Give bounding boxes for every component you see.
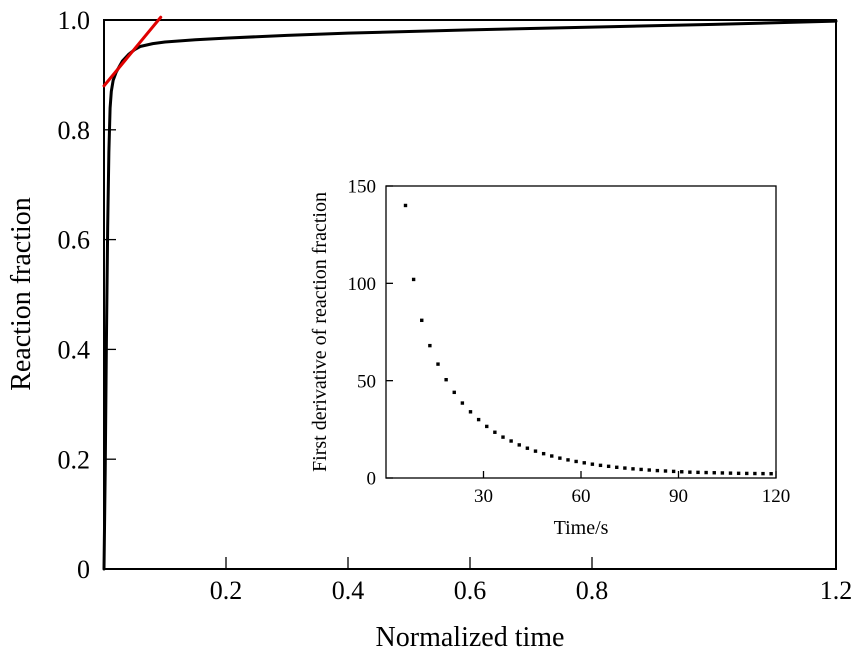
inset-data-point bbox=[728, 471, 733, 475]
main-y-tick-label: 0.8 bbox=[58, 116, 91, 145]
inset-data-point bbox=[493, 430, 497, 434]
inset-data-point bbox=[639, 467, 643, 472]
inset-y-tick-label: 150 bbox=[348, 177, 377, 198]
inset-plot-frame bbox=[385, 185, 777, 479]
inset-data-point bbox=[403, 203, 408, 208]
main-y-axis-title: Reaction fraction bbox=[6, 197, 37, 391]
inset-data-point bbox=[745, 471, 749, 476]
inset-data-point bbox=[509, 439, 513, 443]
inset-data-point bbox=[606, 464, 611, 469]
inset-data-point bbox=[631, 467, 635, 471]
main-x-tick-label: 1.2 bbox=[820, 576, 853, 605]
inset-data-point bbox=[444, 377, 448, 382]
inset-data-point bbox=[761, 471, 765, 476]
inset-data-point bbox=[720, 471, 725, 475]
inset-data-point bbox=[663, 469, 668, 473]
main-y-tick-label: 0.2 bbox=[58, 445, 91, 474]
inset-data-point bbox=[436, 362, 440, 366]
inset-data-point bbox=[533, 449, 538, 453]
inset-data-point bbox=[558, 456, 562, 460]
inset-data-point bbox=[476, 417, 481, 422]
inset-data-point bbox=[671, 469, 676, 474]
inset-data-point bbox=[753, 471, 757, 476]
main-y-tick-label: 1.0 bbox=[58, 6, 91, 35]
inset-data-point bbox=[411, 277, 416, 282]
inset-data-point bbox=[696, 470, 700, 475]
inset-y-tick-label: 100 bbox=[348, 274, 377, 295]
inset-data-point bbox=[582, 461, 586, 465]
main-y-tick-label: 0 bbox=[77, 555, 90, 584]
inset-data-point bbox=[550, 454, 554, 458]
inset-data-point bbox=[468, 410, 473, 414]
main-series-line bbox=[102, 19, 838, 571]
inset-data-point bbox=[525, 446, 530, 450]
inset-data-point bbox=[680, 470, 684, 474]
inset-data-point bbox=[769, 472, 773, 476]
main-x-tick-label: 0.4 bbox=[332, 576, 365, 605]
main-x-tick-label: 0.8 bbox=[576, 576, 609, 605]
inset-x-tick-label: 120 bbox=[762, 486, 791, 507]
main-y-tick-label: 0.4 bbox=[58, 336, 91, 365]
inset-data-point bbox=[485, 424, 489, 429]
main-y-tick-label: 0.6 bbox=[58, 226, 91, 255]
inset-data-point bbox=[428, 343, 432, 348]
inset-data-point bbox=[623, 466, 627, 470]
inset-y-axis-title: First derivative of reaction fraction bbox=[309, 192, 331, 472]
inset-data-point bbox=[704, 470, 708, 475]
inset-data-point bbox=[460, 401, 465, 405]
inset-x-tick-label: 60 bbox=[572, 486, 591, 507]
inset-data-point bbox=[452, 390, 456, 395]
inset-y-tick-label: 50 bbox=[357, 371, 376, 392]
inset-data-point bbox=[541, 451, 546, 456]
inset-data-point bbox=[420, 318, 424, 323]
inset-data-point bbox=[574, 459, 578, 464]
inset-data-point bbox=[688, 470, 692, 474]
inset-plot: 30 60 90 120 0 50 100 150 Time/s First derivative… bbox=[309, 177, 790, 539]
inset-data-point bbox=[712, 471, 716, 475]
main-x-tick-label: 0.2 bbox=[210, 576, 243, 605]
main-x-tick-label: 0.6 bbox=[454, 576, 487, 605]
tangent-line bbox=[102, 15, 163, 88]
inset-data-point bbox=[590, 462, 595, 466]
inset-x-axis-title: Time/s bbox=[554, 517, 609, 539]
inset-data-point bbox=[647, 468, 651, 472]
inset-x-tick-label: 30 bbox=[474, 486, 493, 507]
inset-data-point bbox=[566, 458, 570, 462]
inset-x-tick-label: 90 bbox=[669, 486, 688, 507]
inset-data-point bbox=[598, 463, 603, 468]
inset-data-point bbox=[736, 471, 741, 476]
main-x-axis-title: Normalized time bbox=[376, 622, 565, 653]
inset-data-point bbox=[655, 468, 660, 473]
inset-y-tick-label: 0 bbox=[367, 469, 377, 490]
inset-data-point bbox=[615, 465, 619, 469]
inset-data-point bbox=[501, 435, 505, 439]
inset-data-point bbox=[517, 443, 521, 447]
